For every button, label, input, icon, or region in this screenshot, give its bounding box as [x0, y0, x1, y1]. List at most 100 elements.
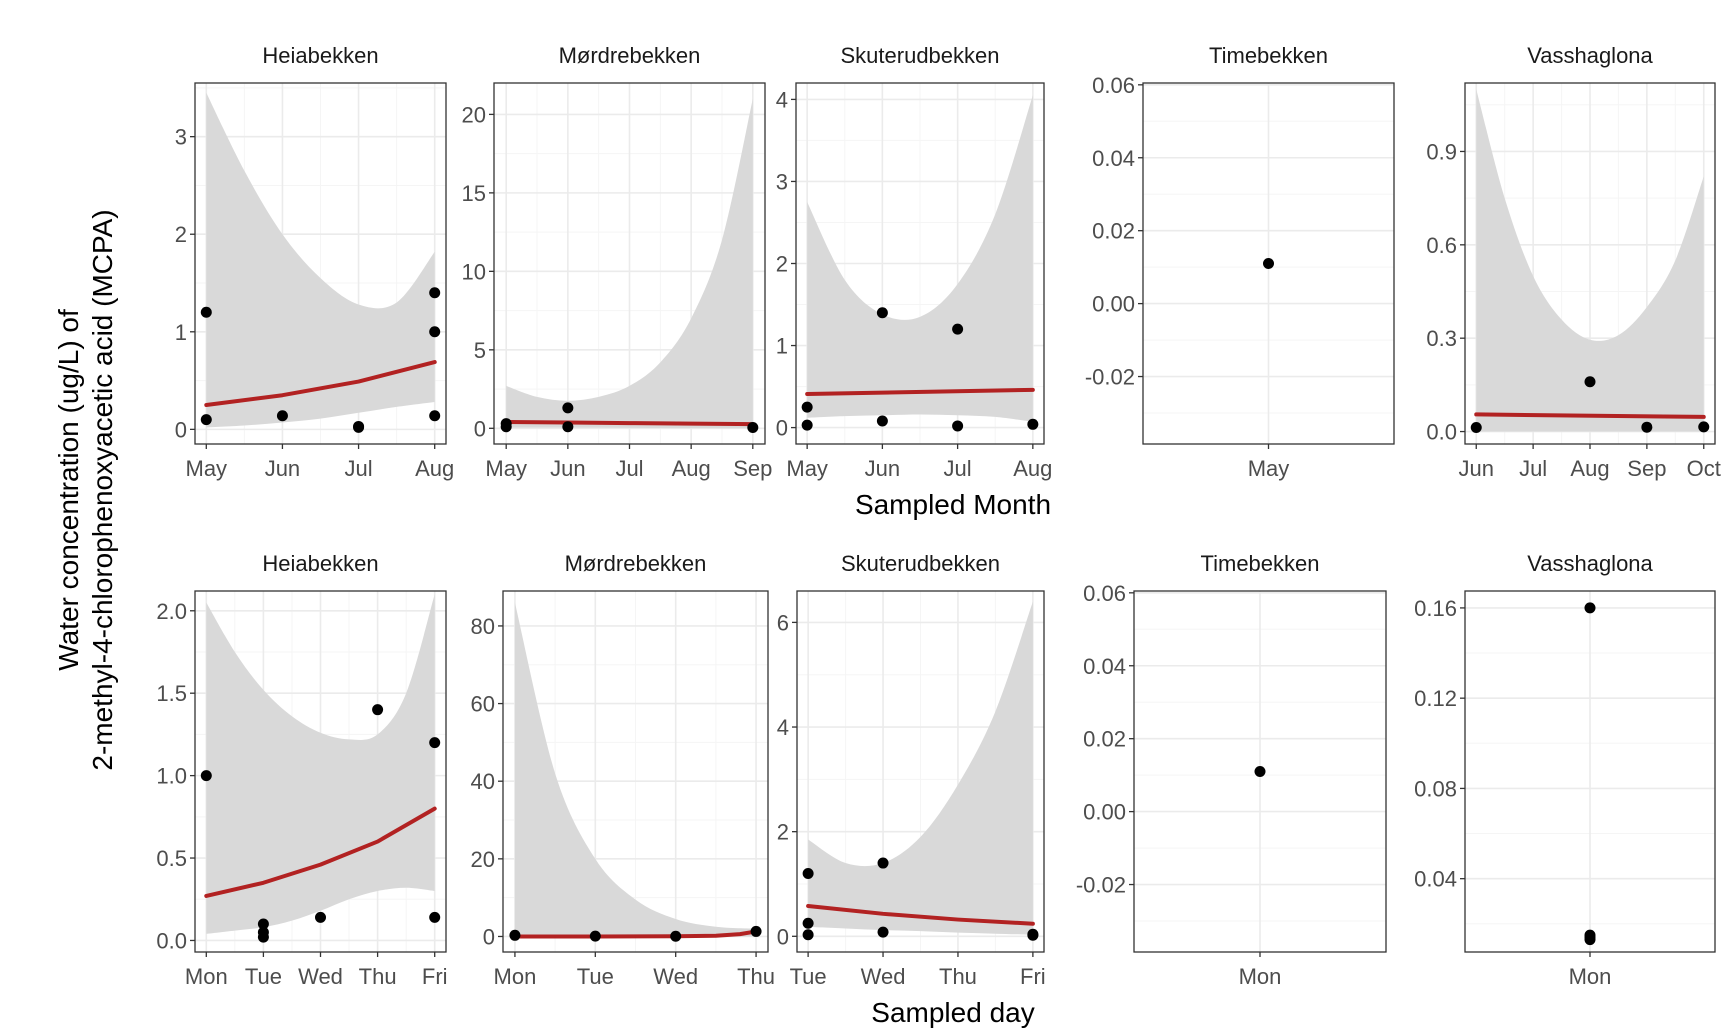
- y-tick-label: 0.04: [1414, 867, 1457, 892]
- panel-6: Heiabekken 0.0 0.5 1.0 1.5 2.0 Mon Tue Wed Thu Fri: [156, 551, 447, 989]
- confidence-ribbon: [206, 594, 435, 934]
- y-tick-label: 3: [175, 125, 187, 150]
- y-tick-label: 20: [462, 102, 486, 127]
- x-tick-label: May: [485, 456, 527, 481]
- y-tick-label: 10: [462, 259, 486, 284]
- data-point: [500, 418, 512, 430]
- x-tick-label: Sep: [733, 456, 772, 481]
- data-point: [747, 422, 759, 434]
- y-tick-label: 4: [776, 87, 788, 112]
- y-axis-title-line2: 2-methyl-4-chlorophenoxyacetic acid (MCP…: [87, 209, 118, 770]
- y-tick-label: 0: [483, 924, 495, 949]
- panel-title: Vasshaglona: [1527, 551, 1653, 576]
- y-tick-label: 0.00: [1083, 800, 1126, 825]
- data-point: [876, 307, 888, 319]
- data-point: [1584, 929, 1596, 941]
- panel-9: Timebekken -0.02 0.00 0.02 0.04 0.06 Mon: [1076, 551, 1387, 989]
- x-tick-label: Mon: [1569, 964, 1612, 989]
- y-tick-label: 0.08: [1414, 776, 1457, 801]
- y-tick-label: 0.12: [1414, 686, 1457, 711]
- y-tick-label: 0.6: [1426, 233, 1457, 258]
- x-tick-label: Wed: [653, 964, 698, 989]
- panel-border: [194, 82, 447, 445]
- data-point: [876, 415, 888, 427]
- x-tick-label: Oct: [1687, 456, 1721, 481]
- panel-title: Heiabekken: [262, 43, 378, 68]
- y-tick-label: 0: [776, 416, 788, 441]
- data-point: [670, 930, 682, 942]
- x-tick-label: May: [786, 456, 828, 481]
- data-point: [562, 421, 574, 433]
- panel-title: Timebekken: [1200, 551, 1319, 576]
- data-point: [257, 918, 269, 930]
- x-tick-label: Aug: [415, 456, 454, 481]
- x-tick-label: Jul: [615, 456, 643, 481]
- fit-line: [504, 420, 755, 427]
- data-point: [802, 929, 814, 941]
- panel-1: Heiabekken 0 1 2 3 May Jun Jul Aug: [175, 43, 455, 481]
- y-tick-label: 0.00: [1092, 292, 1135, 317]
- data-point: [1470, 422, 1482, 434]
- y-tick-label: 1: [776, 334, 788, 359]
- x-tick-label: Thu: [939, 964, 977, 989]
- x-tick-label: Jun: [265, 456, 300, 481]
- y-tick-label: 0.02: [1092, 219, 1135, 244]
- confidence-ribbon: [808, 601, 1033, 935]
- y-tick-label: 1.5: [156, 681, 187, 706]
- data-point: [802, 868, 814, 880]
- panel-8: Skuterudbekken 0 2 4 6 Tue Wed Thu Fri: [777, 551, 1046, 989]
- data-point: [429, 911, 441, 923]
- y-tick-label: 20: [471, 847, 495, 872]
- y-tick-label: 2: [777, 820, 789, 845]
- y-tick-label: 6: [777, 610, 789, 635]
- data-point: [801, 419, 813, 431]
- y-tick-label: 0.0: [156, 928, 187, 953]
- data-point: [276, 410, 288, 422]
- confidence-ribbon: [1476, 89, 1704, 432]
- y-tick-label: 0.9: [1426, 139, 1457, 164]
- panel-2: Mørdrebekken 0 5 10 15 20 May Jun Jul Aug Sep: [462, 43, 773, 481]
- x-tick-label: Tue: [577, 964, 614, 989]
- confidence-ribbon: [807, 95, 1033, 422]
- data-point: [1027, 928, 1039, 940]
- x-tick-label: Jul: [1519, 456, 1547, 481]
- panel-border: [796, 590, 1045, 953]
- confidence-ribbon: [514, 602, 757, 937]
- y-tick-label: 0.02: [1083, 727, 1126, 752]
- panel-title: Mørdrebekken: [565, 551, 707, 576]
- panel-border: [502, 590, 769, 953]
- y-tick-label: 0.04: [1083, 654, 1126, 679]
- y-tick-label: 0.06: [1083, 581, 1126, 606]
- data-point: [257, 926, 269, 938]
- data-point: [200, 414, 212, 426]
- y-tick-label: 60: [471, 692, 495, 717]
- panel-5: Vasshaglona 0.0 0.3 0.6 0.9 Jun Jul Aug Sep Oct: [1426, 43, 1720, 481]
- panel-title: Mørdrebekken: [559, 43, 701, 68]
- x-tick-label: Sep: [1627, 456, 1666, 481]
- panel-7: Mørdrebekken 0 20 40 60 80 Mon Tue Wed Thu: [471, 551, 776, 989]
- data-point: [353, 420, 365, 432]
- y-tick-label: 0: [777, 924, 789, 949]
- panel-title: Heiabekken: [262, 551, 378, 576]
- y-tick-label: 1: [175, 320, 187, 345]
- x-tick-label: Tue: [245, 964, 282, 989]
- x-tick-label: Mon: [494, 964, 537, 989]
- y-tick-label: 2: [175, 222, 187, 247]
- y-tick-label: 0.0: [1426, 420, 1457, 445]
- data-point: [1584, 376, 1596, 388]
- data-point: [372, 704, 384, 716]
- data-point: [1698, 421, 1710, 433]
- x-tick-label: May: [186, 456, 228, 481]
- x-tick-label: Fri: [422, 964, 448, 989]
- x-tick-label: Wed: [861, 964, 906, 989]
- data-point: [315, 911, 326, 923]
- data-point: [429, 737, 441, 749]
- data-point: [200, 306, 212, 318]
- y-tick-label: 0.04: [1092, 146, 1135, 171]
- x-axis-title-day: Sampled day: [871, 997, 1034, 1028]
- x-tick-label: Thu: [737, 964, 775, 989]
- x-tick-label: Thu: [359, 964, 397, 989]
- data-point: [1584, 602, 1596, 614]
- y-tick-label: 0: [175, 417, 187, 442]
